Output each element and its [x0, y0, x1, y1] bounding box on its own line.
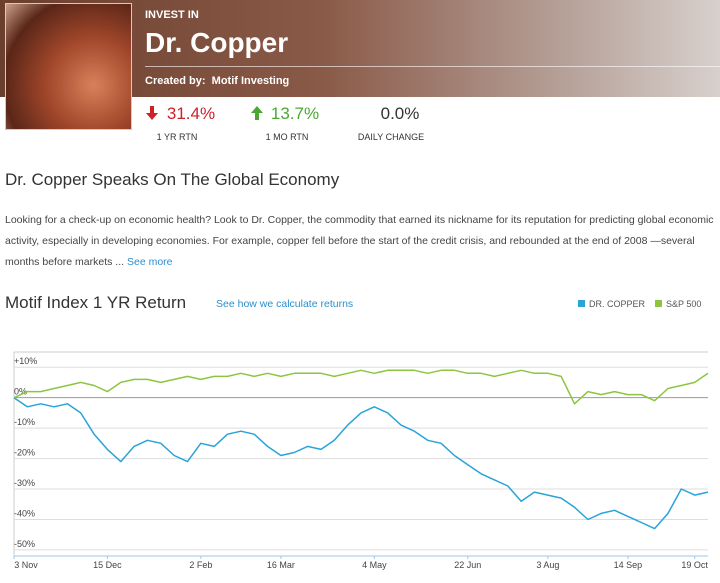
stat-value: 0.0%	[380, 104, 420, 123]
x-tick-label: 4 May	[362, 560, 387, 570]
stat-value: 31.4%	[166, 104, 216, 123]
description-text: Looking for a check-up on economic healt…	[5, 214, 714, 268]
y-tick-label: -20%	[14, 448, 35, 458]
creator[interactable]: Motif Investing	[211, 75, 290, 87]
x-tick-label: 3 Nov	[14, 560, 38, 570]
returns-link[interactable]: See how we calculate returns	[216, 298, 354, 310]
created-by-label: Created by:	[145, 75, 206, 87]
series-line	[13, 397, 709, 530]
stat-label: 1 YR RTN	[156, 132, 198, 142]
x-tick-label: 19 Oct	[681, 560, 708, 570]
y-tick-label: 0%	[14, 387, 27, 397]
stat-label: 1 MO RTN	[265, 132, 309, 142]
see-more-link[interactable]: See more	[126, 256, 173, 268]
y-tick-label: +10%	[14, 356, 37, 366]
y-tick-label: -40%	[14, 508, 35, 518]
x-tick-label: 2 Feb	[189, 560, 212, 570]
description-heading: Dr. Copper Speaks On The Global Economy	[5, 170, 340, 189]
legend-swatch	[578, 300, 585, 307]
up-arrow	[251, 106, 263, 120]
legend-swatch	[655, 300, 662, 307]
series-line	[13, 369, 709, 405]
stat-label: DAILY CHANGE	[357, 132, 425, 142]
kicker: INVEST IN	[145, 9, 199, 21]
stat-value: 13.7%	[270, 104, 320, 123]
down-arrow	[146, 106, 158, 120]
legend-label: S&P 500	[666, 299, 702, 309]
motif-title: Dr. Copper	[145, 27, 289, 58]
separator	[145, 66, 720, 67]
y-tick-label: -30%	[14, 478, 35, 488]
y-tick-label: -10%	[14, 417, 35, 427]
created-by: Created by: Motif Investing	[145, 75, 289, 87]
x-tick-label: 14 Sep	[614, 560, 643, 570]
y-tick-label: -50%	[14, 539, 35, 549]
x-tick-label: 22 Jun	[454, 560, 481, 570]
legend-label: DR. COPPER	[589, 299, 646, 309]
x-tick-label: 15 Dec	[93, 560, 122, 570]
x-tick-label: 16 Mar	[267, 560, 295, 570]
motif-image	[5, 3, 132, 130]
chart: +10% 0% -10% -20% -30% -40% -50% 3 Nov 15 Dec 2 F…	[13, 351, 709, 570]
description: Looking for a check-up on economic healt…	[5, 210, 717, 273]
x-tick-label: 3 Aug	[536, 560, 559, 570]
chart-title: Motif Index 1 YR Return	[5, 293, 187, 312]
